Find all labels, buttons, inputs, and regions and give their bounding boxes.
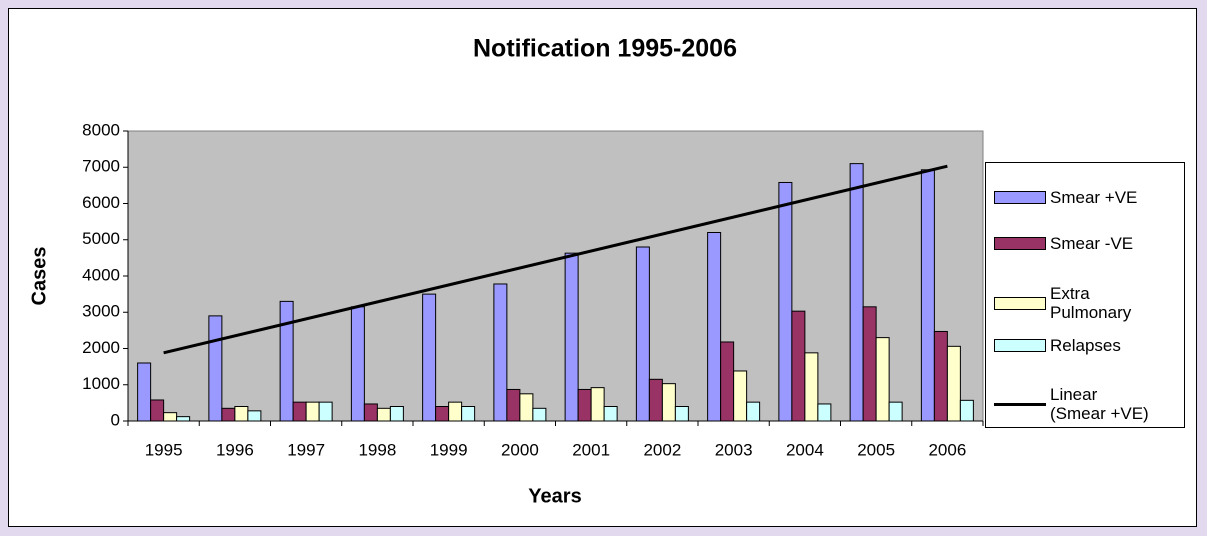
bar bbox=[946, 345, 961, 422]
y-tick-label: 7000 bbox=[82, 157, 120, 176]
x-tick-label: 2003 bbox=[715, 440, 753, 459]
bar bbox=[720, 341, 735, 422]
bar bbox=[292, 401, 307, 422]
y-tick-label: 6000 bbox=[82, 193, 120, 212]
legend-swatch bbox=[994, 296, 1046, 310]
bar bbox=[849, 163, 864, 422]
legend: Smear +VE Smear -VE Extra Pulmonary Relapse… bbox=[985, 162, 1185, 428]
bar bbox=[888, 401, 903, 422]
bar bbox=[590, 387, 605, 422]
y-tick-label: 4000 bbox=[82, 265, 120, 284]
bar bbox=[208, 315, 223, 422]
legend-label: Extra Pulmonary bbox=[1050, 284, 1132, 322]
bar bbox=[389, 406, 404, 422]
x-tick-label: 1999 bbox=[430, 440, 468, 459]
bar bbox=[875, 337, 890, 422]
legend-swatch bbox=[994, 191, 1046, 204]
legend-item: Extra Pulmonary bbox=[994, 284, 1154, 322]
legend-swatch bbox=[994, 237, 1046, 250]
legend-item: Relapses bbox=[994, 336, 1154, 355]
x-tick-label: 1998 bbox=[358, 440, 396, 459]
bar bbox=[150, 399, 165, 422]
bar bbox=[363, 403, 378, 422]
bar bbox=[661, 383, 676, 422]
legend-label: Smear +VE bbox=[1050, 188, 1138, 207]
y-tick-label: 5000 bbox=[82, 229, 120, 248]
x-tick-label: 1997 bbox=[287, 440, 325, 459]
bar bbox=[176, 416, 191, 422]
bar bbox=[305, 401, 320, 422]
bar bbox=[778, 181, 793, 422]
legend-item: Smear +VE bbox=[994, 188, 1154, 207]
x-tick-label: 2001 bbox=[572, 440, 610, 459]
bar bbox=[448, 401, 463, 422]
bar bbox=[376, 407, 391, 422]
x-tick-label: 2005 bbox=[857, 440, 895, 459]
bar bbox=[746, 401, 761, 422]
legend-label: Linear (Smear +VE) bbox=[1050, 385, 1149, 423]
bar bbox=[791, 310, 806, 422]
x-tick-label: 2004 bbox=[786, 440, 824, 459]
bar bbox=[422, 293, 437, 422]
bar bbox=[137, 362, 152, 422]
bar bbox=[733, 370, 748, 422]
bar bbox=[635, 246, 650, 422]
bar bbox=[506, 388, 521, 422]
bar bbox=[933, 330, 948, 422]
bar bbox=[603, 406, 618, 422]
legend-swatch bbox=[994, 339, 1046, 352]
bar bbox=[648, 378, 663, 422]
y-tick-label: 2000 bbox=[82, 338, 120, 357]
bar bbox=[493, 283, 508, 422]
bar bbox=[318, 401, 333, 422]
plot-area bbox=[127, 130, 984, 422]
x-tick-label: 2002 bbox=[643, 440, 681, 459]
x-tick-label: 1996 bbox=[216, 440, 254, 459]
y-tick-label: 8000 bbox=[82, 120, 120, 139]
chart-title: Notification 1995-2006 bbox=[473, 35, 737, 63]
legend-label: Smear -VE bbox=[1050, 234, 1134, 253]
bar bbox=[461, 406, 476, 422]
bar bbox=[674, 406, 689, 422]
bar bbox=[234, 406, 249, 422]
x-tick-label: 1995 bbox=[145, 440, 183, 459]
x-tick-label: 2006 bbox=[928, 440, 966, 459]
trendline bbox=[163, 164, 948, 355]
y-axis-title: Cases bbox=[28, 247, 50, 306]
bar bbox=[519, 393, 534, 422]
bar bbox=[279, 300, 294, 422]
bar bbox=[532, 407, 547, 422]
bar bbox=[221, 407, 236, 422]
y-tick-label: 1000 bbox=[82, 374, 120, 393]
bar bbox=[577, 388, 592, 422]
bar bbox=[564, 252, 579, 422]
bar bbox=[350, 306, 365, 422]
bar bbox=[862, 306, 877, 422]
legend-item: Linear (Smear +VE) bbox=[994, 385, 1154, 423]
bar bbox=[435, 406, 450, 422]
bar bbox=[959, 399, 974, 422]
bar bbox=[804, 352, 819, 422]
x-tick-label: 2000 bbox=[501, 440, 539, 459]
bar bbox=[817, 403, 832, 422]
legend-item: Smear -VE bbox=[994, 234, 1154, 253]
bar bbox=[247, 410, 262, 422]
y-tick-label: 0 bbox=[111, 410, 120, 429]
y-tick-label: 3000 bbox=[82, 302, 120, 321]
legend-label: Relapses bbox=[1050, 336, 1121, 355]
bar bbox=[163, 412, 178, 422]
bar bbox=[707, 232, 722, 422]
bar bbox=[920, 169, 935, 422]
legend-swatch bbox=[994, 402, 1046, 406]
x-axis-title: Years bbox=[528, 485, 581, 507]
